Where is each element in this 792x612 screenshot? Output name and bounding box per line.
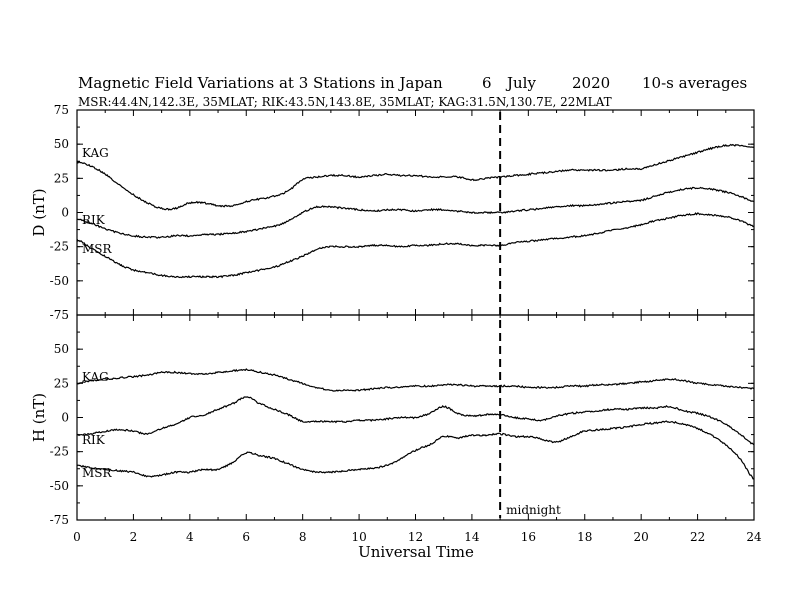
series-label-kag: KAG — [82, 370, 109, 384]
y-axis-label: H (nT) — [30, 393, 48, 442]
series-line-msr — [76, 420, 755, 480]
series-line-kag — [76, 143, 755, 211]
y-axis-label: D (nT) — [30, 188, 48, 236]
y-tick-label: 0 — [61, 411, 69, 425]
chart-title: Magnetic Field Variations at 3 Stations … — [78, 74, 443, 92]
y-tick-label: -75 — [50, 308, 69, 322]
series-label-rik: RIK — [82, 213, 106, 227]
y-tick-label: 25 — [54, 171, 69, 185]
title-month: July — [505, 74, 536, 92]
x-tick-label: 6 — [242, 530, 250, 544]
x-tick-label: 0 — [73, 530, 81, 544]
x-tick-label: 20 — [634, 530, 649, 544]
plot-frame — [76, 109, 755, 316]
x-axis-ticks: 0 2 4 6 8 10 12 14 16 18 20 22 24 — [73, 530, 762, 544]
y-tick-label: 50 — [54, 137, 69, 151]
series-line-rik — [76, 396, 755, 446]
y-tick-label: -50 — [50, 274, 69, 288]
x-tick-label: 18 — [577, 530, 592, 544]
series-label-rik: RIK — [82, 433, 106, 447]
series-label-msr: MSR — [82, 242, 113, 256]
series-line-msr — [76, 212, 755, 279]
x-tick-label: 16 — [521, 530, 536, 544]
x-tick-label: 22 — [690, 530, 705, 544]
y-tick-label: 0 — [61, 206, 69, 220]
title-year: 2020 — [572, 74, 610, 92]
midnight-label: midnight — [506, 503, 561, 517]
x-tick-label: 14 — [464, 530, 480, 544]
x-tick-label: 8 — [299, 530, 307, 544]
series-label-msr: MSR — [82, 466, 113, 480]
y-tick-label: -50 — [50, 479, 69, 493]
x-tick-label: 4 — [186, 530, 194, 544]
h-component-panel: 50 25 0 -25 -50 -75 H (nT) KAG RIK MSR — [30, 314, 755, 527]
y-tick-label: 75 — [54, 103, 69, 117]
station-coordinates: MSR:44.4N,142.3E, 35MLAT; RIK:43.5N,143.… — [78, 95, 612, 109]
title-averaging: 10-s averages — [642, 74, 747, 92]
series-label-kag: KAG — [82, 146, 109, 160]
y-tick-label: -25 — [50, 240, 69, 254]
y-tick-label: 50 — [54, 342, 69, 356]
series-line-kag — [76, 368, 755, 392]
x-tick-label: 10 — [351, 530, 366, 544]
title-day: 6 — [482, 74, 492, 92]
x-tick-label: 2 — [130, 530, 138, 544]
y-tick-label: 25 — [54, 376, 69, 390]
x-tick-label: 12 — [408, 530, 423, 544]
x-tick-label: 24 — [746, 530, 762, 544]
x-axis-label: Universal Time — [358, 543, 474, 561]
y-tick-label: -75 — [50, 513, 69, 527]
d-component-panel: 75 50 25 0 -25 -50 -75 D (nT) KAG RIK MSR — [30, 103, 755, 322]
series-line-rik — [76, 186, 755, 239]
y-tick-label: -25 — [50, 445, 69, 459]
